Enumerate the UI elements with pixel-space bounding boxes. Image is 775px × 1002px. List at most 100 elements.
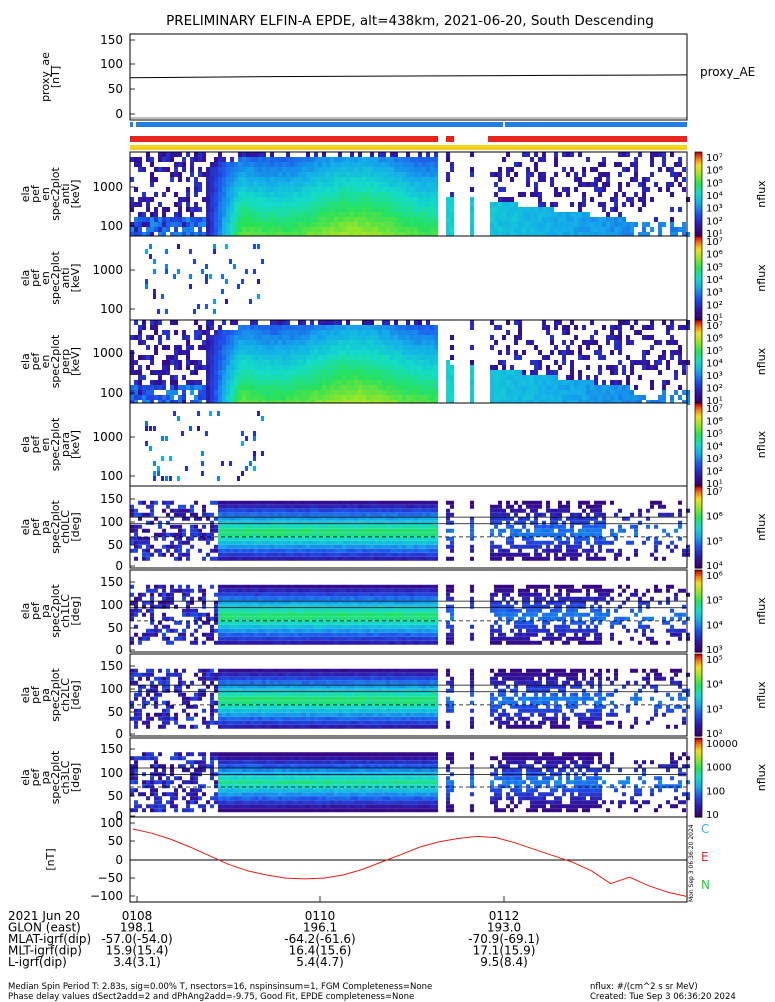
colorbar-tick: 10 xyxy=(706,810,719,821)
spectrogram-panels xyxy=(130,152,702,818)
ytick-label: 150 xyxy=(100,33,123,47)
colorbar-label: nflux xyxy=(755,180,768,208)
colorbar-tick: 10⁶ xyxy=(706,334,723,345)
ytick-label: 150 xyxy=(100,492,123,506)
red-status-bar xyxy=(130,136,438,142)
spectrogram-panel-8 xyxy=(130,738,702,818)
ytick-label: 50 xyxy=(108,538,123,552)
ytick-label: 100 xyxy=(100,469,123,483)
proxy-ae-side-label: proxy_AE xyxy=(700,65,755,79)
proxy-ae-panel: proxy_AE xyxy=(130,34,755,120)
ytick-label: 150 xyxy=(100,742,123,756)
orbit-value: 5.4(4.7) xyxy=(296,955,344,969)
ytick-label: 0 xyxy=(115,727,123,741)
colorbar-tick: 10³ xyxy=(706,704,723,715)
ytick-label: 50 xyxy=(108,789,123,803)
colorbar-tick: 10⁴ xyxy=(706,680,723,691)
ytick-label: −100 xyxy=(90,889,123,903)
colorbar-4 xyxy=(695,403,702,487)
field-panel: C E N Mon Sep 3 06:36:20 2024 xyxy=(130,817,710,902)
ylabel-line: [nT] xyxy=(44,848,57,870)
ytick-label: 1000 xyxy=(92,180,123,194)
ytick-label: 100 xyxy=(100,682,123,696)
colorbar-label: nflux xyxy=(755,681,768,709)
colorbar-tick: 10⁷ xyxy=(706,237,723,248)
colorbar-tick: 10² xyxy=(706,467,723,478)
ylabel-line: [deg] xyxy=(69,596,82,625)
colorbar-tick: 10⁶ xyxy=(706,250,723,261)
colorbar-tick: 10⁴ xyxy=(706,359,723,370)
ytick-label: 100 xyxy=(100,219,123,233)
colorbar-tick: 10² xyxy=(706,300,723,311)
yellow-status-bar xyxy=(130,145,687,150)
colorbar-tick: 10000 xyxy=(706,739,738,750)
footer-created: Created: Tue Sep 3 06:36:20 2024 xyxy=(590,992,736,1002)
ytick-label: 1000 xyxy=(92,346,123,360)
ylabel-line: [nT] xyxy=(49,66,62,88)
colorbar-tick: 10⁶ xyxy=(706,417,723,428)
colorbar-tick: 10² xyxy=(706,384,723,395)
colorbar-tick: 10⁵ xyxy=(706,596,723,607)
footer-units: nflux: #/(cm^2 s sr MeV) xyxy=(590,982,736,992)
colorbar-tick: 10⁷ xyxy=(706,404,723,415)
orbit-row-label: L-igrf(dip) xyxy=(8,955,67,969)
ytick-label: 100 xyxy=(100,302,123,316)
ytick-label: 50 xyxy=(108,621,123,635)
ytick-label: 100 xyxy=(100,515,123,529)
ylabel-line: [keV] xyxy=(69,180,82,209)
ytick-label: 100 xyxy=(100,816,123,830)
colorbar-tick: 10³ xyxy=(706,371,723,382)
ylabel-line: [deg] xyxy=(69,763,82,792)
colorbar-8 xyxy=(695,738,702,818)
ytick-label: 100 xyxy=(100,386,123,400)
status-bars xyxy=(130,122,687,150)
ytick-label: 50 xyxy=(108,834,123,848)
ytick-label: 50 xyxy=(108,82,123,96)
colorbar-tick: 10² xyxy=(706,216,723,227)
ytick-label: 1000 xyxy=(92,430,123,444)
spectrogram-panel-1 xyxy=(130,152,702,237)
ytick-label: −50 xyxy=(98,871,123,885)
colorbar-label: nflux xyxy=(755,430,768,458)
field-label-n: N xyxy=(701,878,710,892)
colorbar-tick: 10⁵ xyxy=(706,262,723,273)
colorbar-tick: 10³ xyxy=(706,204,723,215)
ylabel-line: [keV] xyxy=(69,264,82,293)
ytick-label: 100 xyxy=(100,598,123,612)
colorbar-tick: 10³ xyxy=(706,288,723,299)
colorbar-tick: 100 xyxy=(706,786,725,797)
footer-line-1: Median Spin Period T: 2.83s, sig=0.00% T… xyxy=(8,982,432,992)
colorbar-tick: 10⁵ xyxy=(706,346,723,357)
spectrogram-panel-2 xyxy=(130,236,702,321)
footer-left: Median Spin Period T: 2.83s, sig=0.00% T… xyxy=(8,982,432,1002)
colorbar-tick: 10⁷ xyxy=(706,153,723,164)
colorbar-5 xyxy=(695,486,702,569)
spectrogram-panel-5 xyxy=(130,486,702,569)
colorbar-tick: 10⁵ xyxy=(706,655,723,666)
colorbar-label: nflux xyxy=(755,763,768,791)
field-label-e: E xyxy=(701,850,709,864)
colorbar-label: nflux xyxy=(755,264,768,292)
colorbar-tick: 10⁵ xyxy=(706,429,723,440)
footer-line-2: Phase delay values dSect2add=2 and dPhAn… xyxy=(8,992,432,1002)
ytick-label: 100 xyxy=(100,57,123,71)
colorbar-6 xyxy=(695,570,702,653)
ytick-label: 50 xyxy=(108,705,123,719)
colorbar-3 xyxy=(695,320,702,404)
colorbar-tick: 10⁵ xyxy=(706,178,723,189)
ylabel-line: [deg] xyxy=(69,680,82,709)
colorbar-tick: 10⁶ xyxy=(706,166,723,177)
colorbar-1 xyxy=(695,152,702,237)
spectrogram-panel-4 xyxy=(130,403,702,487)
ylabel-line: [keV] xyxy=(69,430,82,459)
colorbar-tick: 10⁵ xyxy=(706,536,723,547)
ylabel-line: [deg] xyxy=(69,512,82,541)
spectrogram-panel-7 xyxy=(130,654,702,737)
colorbar-tick: 10⁴ xyxy=(706,191,723,202)
colorbar-tick: 10⁶ xyxy=(706,571,723,582)
ytick-label: 0 xyxy=(115,559,123,573)
ytick-label: 0 xyxy=(115,643,123,657)
colorbar-label: nflux xyxy=(755,513,768,541)
colorbar-tick: 10³ xyxy=(706,454,723,465)
colorbar-label: nflux xyxy=(755,347,768,375)
